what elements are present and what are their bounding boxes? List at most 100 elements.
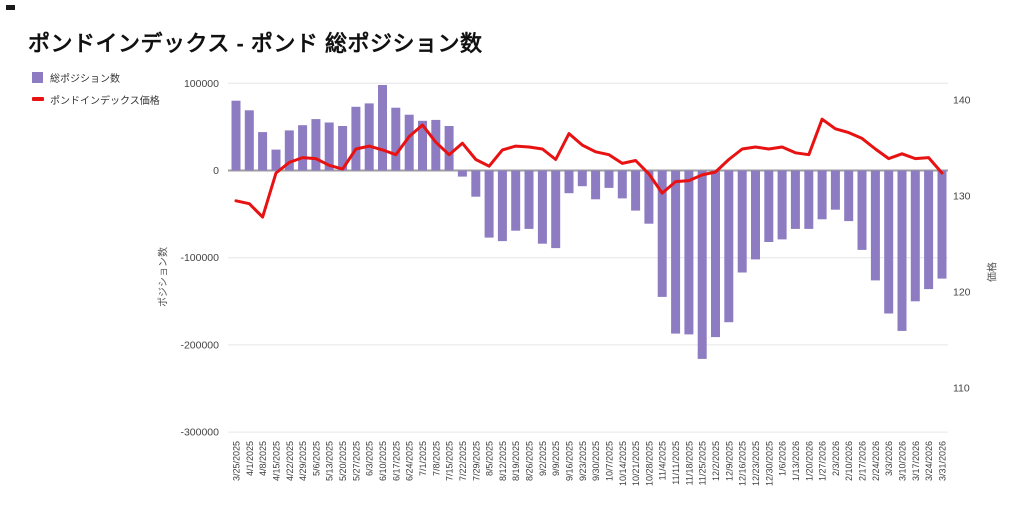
bar-swatch-icon bbox=[32, 71, 43, 83]
x-axis-label: 7/8/2025 bbox=[431, 441, 441, 476]
y-right-tick-label: 110 bbox=[953, 383, 970, 395]
x-axis-label: 3/25/2025 bbox=[232, 441, 242, 481]
x-axis-label: 9/23/2025 bbox=[578, 441, 588, 481]
x-axis-label: 4/8/2025 bbox=[258, 441, 268, 476]
x-axis-label: 2/17/2026 bbox=[858, 441, 868, 481]
position-bar bbox=[817, 170, 827, 220]
x-axis-label: 12/16/2025 bbox=[738, 441, 748, 486]
x-axis-label: 3/10/2026 bbox=[898, 441, 908, 481]
x-axis-label: 10/14/2025 bbox=[618, 441, 628, 486]
y-left-tick-label: -200000 bbox=[180, 339, 219, 351]
position-bar bbox=[924, 170, 934, 290]
position-bar bbox=[724, 170, 734, 323]
position-bar bbox=[298, 125, 308, 171]
chart-title: ポンドインデックス - ポンド 総ポジション数 bbox=[28, 31, 483, 56]
x-axis-label: 2/24/2026 bbox=[871, 441, 881, 481]
position-bar bbox=[324, 122, 334, 171]
position-bar bbox=[537, 170, 547, 244]
x-axis-label: 4/22/2025 bbox=[285, 441, 295, 481]
x-axis-label: 11/25/2025 bbox=[698, 441, 708, 485]
position-bar bbox=[617, 170, 627, 199]
position-bar bbox=[524, 170, 534, 229]
position-bar bbox=[857, 170, 867, 250]
position-bar bbox=[351, 106, 361, 171]
position-bar bbox=[870, 170, 880, 281]
x-axis-label: 7/29/2025 bbox=[471, 441, 481, 481]
position-bar bbox=[258, 132, 268, 171]
x-axis-label: 6/10/2025 bbox=[378, 441, 388, 481]
position-bar bbox=[364, 103, 374, 171]
position-bar bbox=[604, 170, 614, 188]
position-bar bbox=[644, 170, 654, 224]
x-axis-label: 1/6/2026 bbox=[778, 441, 788, 476]
x-axis-label: 10/21/2025 bbox=[631, 441, 641, 486]
position-bar bbox=[511, 170, 521, 231]
line-swatch-icon bbox=[32, 97, 44, 101]
position-bar bbox=[484, 170, 494, 238]
x-axis-label: 9/30/2025 bbox=[591, 441, 601, 481]
position-bar bbox=[551, 170, 561, 249]
price-line bbox=[234, 117, 944, 219]
legend-item-price: ポンドインデックス価格 bbox=[32, 88, 160, 110]
y-right-tick-label: 140 bbox=[953, 95, 971, 107]
position-bar bbox=[284, 130, 294, 171]
position-bar bbox=[937, 170, 947, 279]
x-axis-label: 5/13/2025 bbox=[325, 441, 335, 481]
position-bar bbox=[564, 170, 574, 194]
position-bar bbox=[577, 170, 587, 187]
position-bar bbox=[777, 170, 787, 240]
position-bar bbox=[244, 110, 254, 171]
position-bar bbox=[457, 170, 467, 177]
y-left-tick-label: 100000 bbox=[184, 78, 219, 90]
position-bar bbox=[657, 170, 667, 297]
x-axis-label: 12/9/2025 bbox=[724, 441, 734, 481]
y-left-tick-label: -300000 bbox=[180, 427, 219, 439]
x-axis-label: 2/10/2026 bbox=[844, 441, 854, 481]
position-bar bbox=[338, 126, 348, 171]
position-bar bbox=[418, 120, 427, 171]
x-axis-label: 8/12/2025 bbox=[498, 441, 508, 481]
position-bar bbox=[751, 170, 760, 260]
x-axis-label: 9/16/2025 bbox=[565, 441, 575, 481]
x-axis-label: 12/23/2025 bbox=[751, 441, 761, 486]
x-axis-label: 1/27/2026 bbox=[818, 441, 828, 481]
position-bar bbox=[391, 107, 401, 171]
y-right-tick-label: 130 bbox=[953, 191, 971, 203]
position-bar bbox=[497, 170, 507, 242]
y-left-tick-label: -100000 bbox=[180, 252, 219, 264]
corner-mark bbox=[6, 5, 15, 10]
position-bar bbox=[444, 126, 454, 171]
x-axis-label: 8/5/2025 bbox=[485, 441, 495, 476]
position-bar bbox=[897, 170, 907, 331]
x-axis-label: 3/17/2026 bbox=[911, 441, 921, 481]
x-axis-label: 7/1/2025 bbox=[418, 441, 428, 476]
position-bar bbox=[471, 170, 481, 197]
x-axis-label: 11/4/2025 bbox=[658, 441, 668, 480]
position-bar bbox=[231, 100, 241, 171]
x-axis-label: 9/9/2025 bbox=[551, 441, 561, 476]
x-axis-label: 4/29/2025 bbox=[298, 441, 308, 481]
position-bar bbox=[631, 170, 641, 211]
position-bar bbox=[684, 170, 694, 335]
position-bar bbox=[378, 85, 387, 171]
x-axis-label: 8/26/2025 bbox=[525, 441, 535, 481]
x-axis-label: 9/2/2025 bbox=[538, 441, 548, 476]
legend: 総ポジション数 ポンドインデックス価格 bbox=[32, 66, 160, 110]
position-bar bbox=[711, 170, 720, 338]
position-bar bbox=[884, 170, 894, 314]
position-bar bbox=[404, 114, 414, 171]
position-bar bbox=[910, 170, 920, 302]
x-axis-label: 1/20/2026 bbox=[804, 441, 814, 481]
x-axis-label: 2/3/2026 bbox=[831, 441, 841, 476]
position-bar bbox=[271, 149, 281, 171]
x-axis-label: 4/1/2025 bbox=[245, 441, 255, 476]
x-axis-label: 5/20/2025 bbox=[338, 441, 348, 481]
position-bar bbox=[671, 170, 681, 334]
position-bar bbox=[311, 119, 321, 171]
x-axis-label: 3/24/2026 bbox=[924, 441, 934, 481]
x-axis-label: 6/24/2025 bbox=[405, 441, 415, 481]
position-bar bbox=[804, 170, 814, 229]
position-bar bbox=[737, 170, 747, 273]
